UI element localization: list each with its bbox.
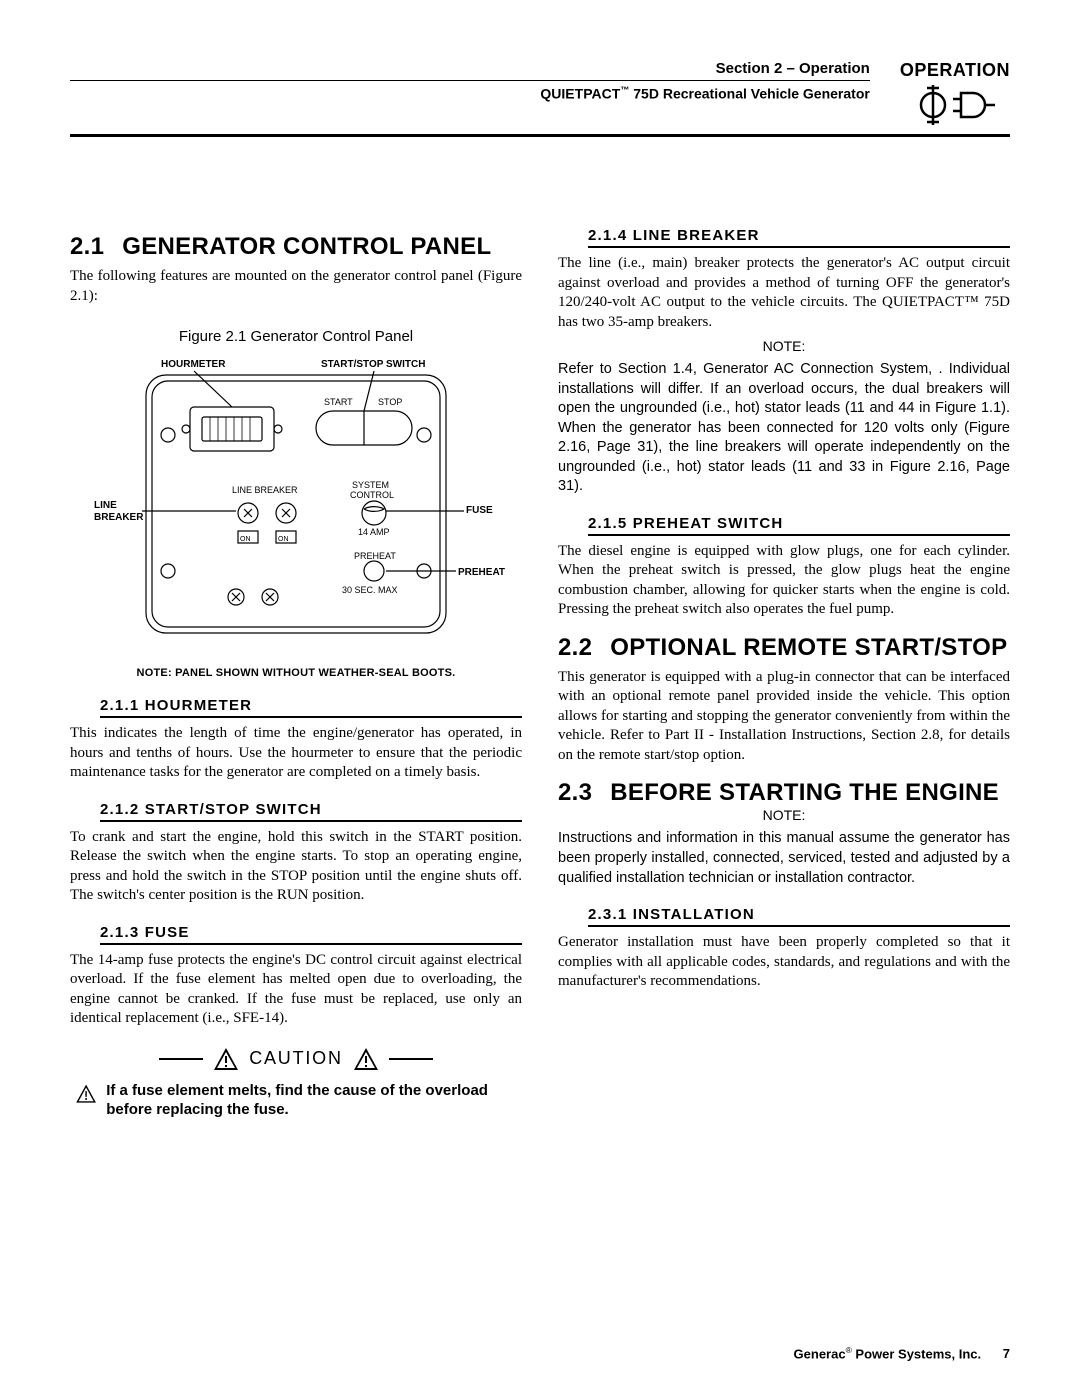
heading-num: 2.2 xyxy=(558,634,592,661)
page-number: 7 xyxy=(1003,1346,1010,1361)
heading-2-1-5: 2.1.5 PREHEAT SWITCH xyxy=(588,515,1010,536)
section-label: Section 2 – Operation xyxy=(70,60,870,77)
caution-rule-left xyxy=(159,1058,203,1060)
footer-brand: Generac xyxy=(794,1346,846,1361)
heading-text: BEFORE STARTING THE ENGINE xyxy=(610,779,999,806)
heading-2-3: 2.3 BEFORE STARTING THE ENGINE xyxy=(558,779,1010,807)
header-left: Section 2 – Operation QUIETPACT™ 75D Rec… xyxy=(70,60,888,102)
subtitle: QUIETPACT™ 75D Recreational Vehicle Gene… xyxy=(70,80,870,102)
heading-num: 2.1 xyxy=(70,233,104,260)
svg-text:BREAKER: BREAKER xyxy=(94,512,144,523)
operation-icons xyxy=(900,83,1010,132)
heading-text: GENERATOR CONTROL PANEL xyxy=(122,233,491,260)
caution-label: CAUTION xyxy=(249,1048,343,1069)
caution-rule-right xyxy=(389,1058,433,1060)
note-label-1: NOTE: xyxy=(558,338,1010,354)
subtitle-prefix: QUIETPACT xyxy=(540,86,620,102)
heading-2-3-1: 2.3.1 INSTALLATION xyxy=(588,906,1010,927)
svg-text:SYSTEM: SYSTEM xyxy=(352,480,389,490)
lbl-linebreaker: LINE xyxy=(94,500,117,511)
svg-text:START: START xyxy=(324,397,353,407)
para-2-3-1: Generator installation must have been pr… xyxy=(558,933,1010,992)
header-right: OPERATION xyxy=(888,60,1010,132)
subtitle-rest: 75D Recreational Vehicle Generator xyxy=(629,86,869,102)
tm-mark: ™ xyxy=(620,85,629,95)
note-body-1: Refer to Section 1.4, Generator AC Conne… xyxy=(558,360,1010,497)
para-2-1-1: This indicates the length of time the en… xyxy=(70,724,522,783)
para-2-2: This generator is equipped with a plug-i… xyxy=(558,668,1010,766)
left-column: 2.1 GENERATOR CONTROL PANEL The following… xyxy=(70,227,522,1120)
svg-text:14 AMP: 14 AMP xyxy=(358,527,390,537)
svg-text:30 SEC. MAX: 30 SEC. MAX xyxy=(342,585,398,595)
operation-icon-svg xyxy=(911,83,999,127)
warning-triangle-icon xyxy=(353,1047,379,1071)
para-2-1-3: The 14-amp fuse protects the engine's DC… xyxy=(70,951,522,1029)
heading-2-1-3: 2.1.3 FUSE xyxy=(100,924,522,945)
heading-2-1: 2.1 GENERATOR CONTROL PANEL xyxy=(70,233,522,261)
svg-text:CONTROL: CONTROL xyxy=(350,490,394,500)
figure-caption: Figure 2.1 Generator Control Panel xyxy=(70,328,522,345)
caution-message: If a fuse element melts, find the cause … xyxy=(106,1081,516,1120)
figure-panel: HOURMETER START/STOP SWITCH LINE BREAKER… xyxy=(70,353,522,653)
lbl-hourmeter: HOURMETER xyxy=(161,359,226,370)
svg-text:ON: ON xyxy=(240,536,251,543)
lbl-fuse: FUSE xyxy=(466,505,493,516)
warning-triangle-outline-icon xyxy=(76,1081,96,1107)
footer-rest: Power Systems, Inc. xyxy=(852,1346,981,1361)
note-label-2: NOTE: xyxy=(558,807,1010,823)
lbl-preheat: PREHEAT xyxy=(458,567,505,578)
caution-header: CAUTION xyxy=(70,1047,522,1071)
para-2-1-2: To crank and start the engine, hold this… xyxy=(70,828,522,906)
para-2-1-4: The line (i.e., main) breaker protects t… xyxy=(558,254,1010,332)
heading-2-1-2: 2.1.2 START/STOP SWITCH xyxy=(100,801,522,822)
heading-2-1-1: 2.1.1 HOURMETER xyxy=(100,697,522,718)
content-columns: 2.1 GENERATOR CONTROL PANEL The following… xyxy=(70,227,1010,1120)
svg-text:ON: ON xyxy=(278,536,289,543)
page-footer: Generac® Power Systems, Inc. 7 xyxy=(794,1345,1010,1361)
para-2-1: The following features are mounted on th… xyxy=(70,267,522,306)
operation-title: OPERATION xyxy=(900,60,1010,81)
svg-text:STOP: STOP xyxy=(378,397,402,407)
heading-2-1-4: 2.1.4 LINE BREAKER xyxy=(588,227,1010,248)
heading-2-2: 2.2 OPTIONAL REMOTE START/STOP xyxy=(558,634,1010,662)
svg-text:PREHEAT: PREHEAT xyxy=(354,551,396,561)
heading-num: 2.3 xyxy=(558,779,592,806)
lbl-startstop: START/STOP SWITCH xyxy=(321,359,425,370)
panel-note: NOTE: PANEL SHOWN WITHOUT WEATHER-SEAL B… xyxy=(70,667,522,679)
heading-text: OPTIONAL REMOTE START/STOP xyxy=(610,634,1007,661)
para-2-1-5: The diesel engine is equipped with glow … xyxy=(558,542,1010,620)
right-column: 2.1.4 LINE BREAKER The line (i.e., main)… xyxy=(558,227,1010,1120)
note-body-2: Instructions and information in this man… xyxy=(558,829,1010,888)
warning-triangle-icon xyxy=(213,1047,239,1071)
caution-message-row: If a fuse element melts, find the cause … xyxy=(70,1081,522,1120)
page-header: Section 2 – Operation QUIETPACT™ 75D Rec… xyxy=(70,60,1010,137)
svg-text:LINE BREAKER: LINE BREAKER xyxy=(232,485,298,495)
control-panel-diagram: HOURMETER START/STOP SWITCH LINE BREAKER… xyxy=(86,353,506,653)
